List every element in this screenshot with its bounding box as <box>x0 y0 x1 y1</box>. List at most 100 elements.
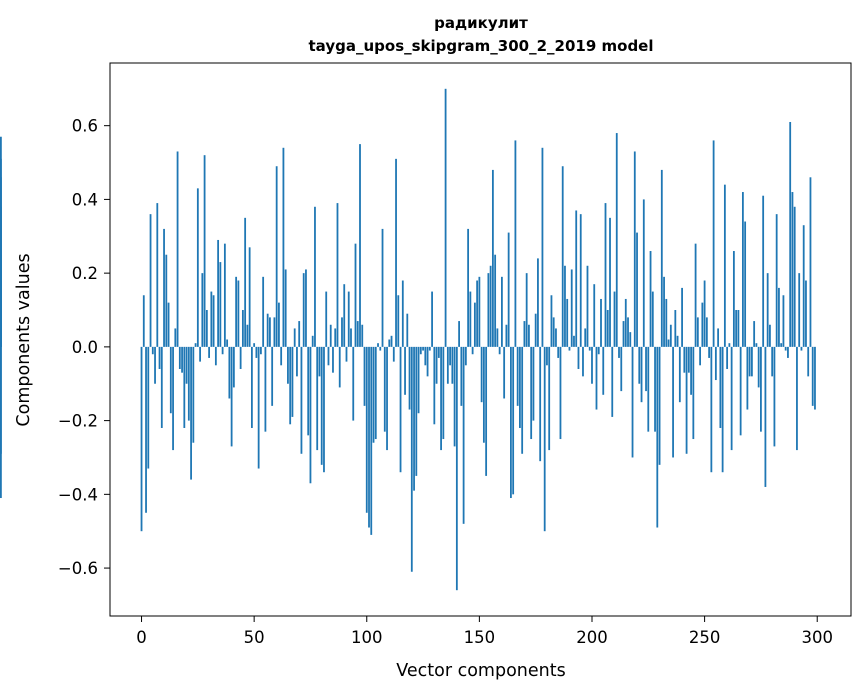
bar <box>453 346 456 447</box>
bar <box>192 346 195 443</box>
bar <box>665 298 668 347</box>
bar <box>631 346 634 458</box>
bar <box>642 199 645 347</box>
bar <box>399 346 402 473</box>
bar <box>489 265 492 347</box>
bar <box>521 346 524 454</box>
bar <box>255 346 258 358</box>
bar <box>604 203 607 347</box>
bar <box>260 346 262 355</box>
bar <box>611 346 614 417</box>
bar <box>606 310 609 347</box>
bar <box>147 346 150 469</box>
bar <box>341 317 343 347</box>
bar <box>805 280 807 347</box>
bar-series <box>0 88 816 591</box>
y-tick-label: 0.0 <box>72 338 98 357</box>
bar <box>325 291 328 347</box>
bar <box>280 346 283 366</box>
bar <box>719 346 722 428</box>
bar <box>476 280 479 347</box>
bar <box>307 346 310 436</box>
bar <box>347 291 350 347</box>
bar <box>352 346 355 421</box>
bar <box>469 291 472 347</box>
bar <box>501 276 503 347</box>
bar <box>694 243 697 347</box>
bar <box>701 302 704 347</box>
bar <box>275 166 278 347</box>
bar <box>199 346 201 362</box>
bar <box>406 313 409 347</box>
bar <box>674 310 677 347</box>
bar <box>359 144 361 347</box>
bar <box>167 302 170 347</box>
bar <box>588 346 591 351</box>
bar <box>350 328 352 347</box>
y-tick-label: −0.2 <box>58 412 98 431</box>
bar <box>377 343 379 347</box>
bar <box>710 346 713 473</box>
bar <box>309 346 312 484</box>
bar <box>784 346 787 351</box>
bar <box>487 273 490 347</box>
bar <box>618 346 620 358</box>
bar <box>343 284 346 347</box>
bar <box>528 324 530 347</box>
bar <box>241 310 244 347</box>
bar <box>230 346 233 447</box>
bar <box>510 346 512 499</box>
bar <box>235 276 238 347</box>
bar <box>156 203 159 347</box>
bar <box>705 317 708 347</box>
bar <box>250 346 253 428</box>
bar <box>615 133 618 347</box>
bar <box>753 321 756 347</box>
bar <box>217 239 220 347</box>
bar <box>735 310 738 347</box>
bar <box>287 346 289 384</box>
bar <box>480 346 483 403</box>
bar <box>338 346 341 388</box>
bar <box>692 346 695 440</box>
bar <box>573 335 575 347</box>
bar <box>739 346 742 436</box>
bar <box>789 121 792 347</box>
bar <box>676 335 679 347</box>
bar <box>311 335 314 347</box>
bar <box>681 287 683 347</box>
bar <box>446 346 449 384</box>
bar <box>458 321 460 347</box>
bar <box>726 346 729 369</box>
bar <box>190 346 192 480</box>
bar <box>444 88 447 347</box>
bar <box>401 280 404 347</box>
bar <box>298 321 301 347</box>
bar <box>154 346 156 384</box>
bar <box>557 346 560 358</box>
bar <box>178 346 181 369</box>
bar <box>537 258 539 347</box>
bar <box>703 280 706 347</box>
plot-frame <box>109 62 852 617</box>
bar <box>435 346 438 384</box>
bar <box>672 346 674 458</box>
bar <box>633 151 636 347</box>
bar <box>629 332 632 347</box>
bar <box>778 287 780 347</box>
bar <box>334 328 337 347</box>
bar <box>539 346 542 462</box>
bar <box>356 321 359 347</box>
bar <box>744 221 747 347</box>
bar <box>737 310 740 347</box>
y-tick-label: −0.6 <box>58 559 98 578</box>
x-tick-label: 250 <box>689 628 721 647</box>
x-tick-label: 300 <box>801 628 833 647</box>
y-tick-label: 0.4 <box>72 190 98 209</box>
bar <box>392 346 395 362</box>
bar <box>667 339 670 347</box>
bar <box>410 346 413 572</box>
bar <box>415 346 418 476</box>
bar <box>741 192 744 347</box>
bar <box>519 346 521 428</box>
